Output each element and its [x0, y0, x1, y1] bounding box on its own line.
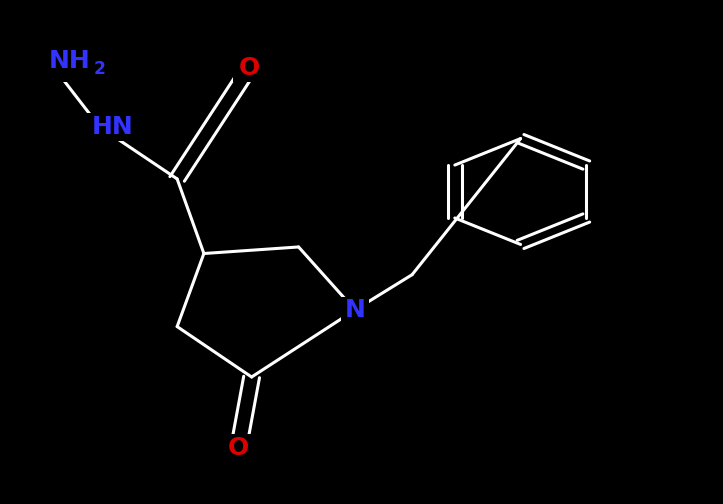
Text: N: N	[345, 298, 365, 322]
Text: 2: 2	[94, 60, 106, 78]
FancyBboxPatch shape	[222, 433, 254, 462]
Text: NH: NH	[49, 49, 91, 74]
Text: O: O	[228, 435, 249, 460]
FancyBboxPatch shape	[341, 297, 369, 323]
Text: HN: HN	[92, 115, 134, 139]
Text: O: O	[239, 56, 260, 80]
FancyBboxPatch shape	[85, 113, 140, 141]
FancyBboxPatch shape	[42, 44, 136, 82]
FancyBboxPatch shape	[233, 54, 265, 82]
